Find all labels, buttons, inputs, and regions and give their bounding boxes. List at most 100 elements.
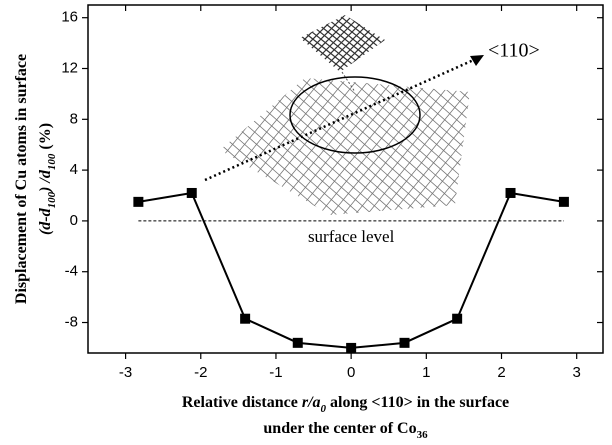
lattice-line: [437, 78, 470, 215]
flake-line: [300, 15, 349, 72]
lattice-line: [317, 78, 470, 215]
flake-line: [300, 15, 381, 72]
lattice-line: [353, 78, 470, 215]
lattice-line: [449, 78, 470, 215]
flake-line: [311, 15, 385, 72]
series-line: [138, 191, 565, 349]
label-part: r/a: [302, 394, 321, 411]
label-part: 100: [46, 153, 58, 170]
flake-line: [152, 0, 252, 80]
lattice-line: [220, 78, 295, 215]
annotation: <110>: [488, 40, 540, 62]
flake-line: [168, 0, 248, 80]
lattice-line: [220, 78, 271, 215]
lattice-line: [437, 78, 470, 215]
flake-line: [300, 15, 377, 72]
lattice-line: [220, 78, 389, 215]
lattice-line: [220, 78, 305, 215]
lattice-line: [425, 78, 470, 215]
flake-line: [300, 15, 309, 72]
x-tick-label: 2: [497, 364, 505, 381]
lattice-line: [546, 40, 612, 260]
lattice-line: [220, 78, 317, 215]
flake-line: [208, 0, 288, 80]
flake-line: [300, 15, 301, 72]
flake-line: [359, 15, 385, 72]
y-tick-label: 0: [70, 212, 78, 229]
lattice-line: [558, 40, 612, 260]
flake-line: [300, 15, 373, 72]
lattice-line: [0, 40, 64, 260]
flake-line: [300, 15, 357, 72]
flake-line: [136, 0, 216, 80]
lattice-line: [220, 78, 221, 215]
lattice-line: [305, 78, 470, 215]
lattice-line: [221, 78, 403, 215]
lattice-line: [220, 78, 343, 215]
lattice-line: [220, 78, 367, 215]
flake-line: [327, 15, 385, 72]
label-part: along <110> in the surface: [326, 394, 509, 411]
flake-line: [383, 15, 385, 72]
flake-line: [300, 15, 325, 72]
arrow-head: [470, 55, 484, 66]
lattice-line: [220, 78, 233, 215]
x-tick-label: 0: [347, 364, 355, 381]
lattice-line: [220, 78, 365, 215]
lattice-line: [582, 40, 612, 260]
label-part: 36: [417, 429, 429, 441]
lattice-line: [341, 78, 470, 215]
lattice-line: [570, 40, 612, 260]
flake-line: [300, 15, 305, 72]
flake-line: [375, 15, 385, 72]
lattice-line: [486, 40, 612, 260]
flake-line: [136, 0, 236, 80]
label-part: Relative distance: [182, 394, 302, 411]
flake-line: [128, 0, 228, 80]
flake-line: [351, 15, 385, 72]
lattice-line: [220, 78, 307, 215]
lattice-line: [220, 78, 329, 215]
flake-line: [392, 0, 472, 80]
flake-line: [300, 15, 345, 72]
flake-line: [311, 15, 385, 72]
flake-line: [351, 15, 385, 72]
y-tick-label: 8: [70, 110, 78, 127]
lattice-line: [233, 78, 470, 215]
flake-line: [144, 0, 244, 80]
lattice-line: [582, 40, 612, 260]
lattice-line: [220, 78, 449, 215]
lattice-line: [220, 78, 259, 215]
y-tick-label: -4: [65, 263, 78, 280]
flake-line: [400, 0, 480, 80]
flake-line: [303, 15, 385, 72]
lattice-line: [498, 40, 612, 260]
lattice-line: [389, 78, 470, 215]
lattice-line: [401, 78, 470, 215]
flake-line: [392, 0, 492, 80]
flake-line: [120, 0, 200, 80]
lattice-line: [546, 40, 612, 260]
direction-arrow: [204, 56, 479, 182]
lattice-line: [534, 40, 612, 260]
lattice-line: [269, 78, 451, 215]
lattice-line: [365, 78, 470, 215]
label-part: 100: [46, 191, 58, 208]
lattice-line: [220, 78, 353, 215]
flake-line: [300, 15, 365, 72]
lattice-line: [461, 78, 470, 215]
flake-line: [300, 15, 317, 72]
lattice-line: [220, 78, 377, 215]
lattice-line: [233, 78, 415, 215]
lattice-line: [220, 78, 413, 215]
lattice-line: [461, 78, 470, 215]
label-part: 0: [321, 403, 327, 415]
label-part: ) /d: [37, 169, 54, 194]
y-axis-label: Displacement of Cu atoms in surface (d-d1…: [13, 54, 58, 304]
lattice: [0, 40, 612, 260]
lattice-line: [570, 40, 612, 260]
lattice-line: [389, 78, 470, 215]
lattice-line: [220, 78, 461, 215]
flake-line: [359, 15, 385, 72]
